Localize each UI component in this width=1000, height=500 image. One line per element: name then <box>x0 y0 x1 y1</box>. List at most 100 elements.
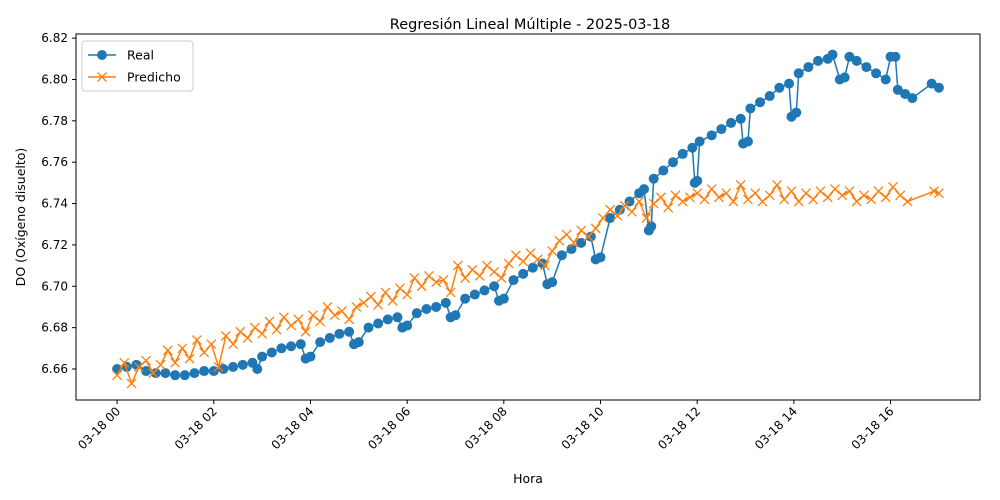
data-point <box>467 264 478 275</box>
data-point <box>133 361 144 372</box>
x-tick-label: 03-18 14 <box>752 404 800 452</box>
data-point <box>808 194 819 205</box>
data-point <box>148 368 159 379</box>
data-point <box>162 345 173 356</box>
data-point <box>822 192 833 203</box>
data-point <box>160 368 171 379</box>
data-point <box>871 68 882 79</box>
data-point <box>721 188 732 199</box>
data-point <box>576 225 587 236</box>
data-point <box>510 250 521 261</box>
data-point <box>334 328 345 339</box>
data-point <box>706 184 717 195</box>
data-point <box>597 213 608 223</box>
data-point <box>568 237 579 248</box>
data-point <box>902 196 913 207</box>
data-point <box>431 301 442 312</box>
data-point <box>431 277 442 288</box>
data-point <box>469 289 480 300</box>
y-tick-label: 6.66 <box>41 362 68 376</box>
data-point <box>861 62 872 73</box>
plot-frame <box>75 33 981 401</box>
data-point <box>880 74 891 85</box>
data-point <box>440 297 451 308</box>
legend-frame <box>81 40 194 92</box>
data-point <box>933 188 944 199</box>
data-point <box>735 113 746 124</box>
data-point <box>119 357 130 368</box>
data-point <box>264 316 275 327</box>
data-point <box>687 142 698 153</box>
data-point <box>322 301 333 312</box>
data-point <box>793 68 804 79</box>
data-point <box>670 190 681 201</box>
data-point <box>757 196 768 207</box>
data-point <box>450 310 461 321</box>
x-axis-label: Hora <box>513 471 543 486</box>
data-point <box>363 322 374 333</box>
data-point <box>619 200 630 211</box>
legend-label: Predicho <box>127 70 181 85</box>
data-point <box>713 192 724 203</box>
data-point <box>844 51 855 62</box>
data-point <box>191 335 202 345</box>
data-point <box>646 221 657 232</box>
series-line-real <box>116 53 940 376</box>
data-point <box>547 246 558 257</box>
data-point <box>315 337 326 348</box>
data-point <box>933 82 944 93</box>
data-point <box>365 291 376 302</box>
data-point <box>907 93 918 104</box>
data-point <box>890 51 901 62</box>
data-point <box>402 289 413 300</box>
legend-label: Real <box>127 48 154 63</box>
data-point <box>764 190 775 201</box>
data-point <box>764 91 775 102</box>
data-point <box>474 270 485 281</box>
data-point <box>694 136 705 147</box>
plot-area <box>76 34 980 400</box>
data-point <box>489 266 500 277</box>
data-point <box>815 186 826 197</box>
data-point <box>249 322 260 333</box>
data-point <box>556 250 567 261</box>
data-point <box>382 314 393 325</box>
data-point <box>728 196 739 207</box>
data-point <box>648 198 659 209</box>
data-point <box>358 297 369 308</box>
data-point <box>266 347 277 358</box>
series-real <box>112 49 944 381</box>
data-point <box>213 361 224 372</box>
data-point <box>518 256 529 267</box>
data-point <box>170 370 181 381</box>
x-tick-label: 03-18 02 <box>172 404 220 452</box>
data-point <box>813 55 824 66</box>
data-point <box>844 186 855 197</box>
data-point <box>658 165 669 176</box>
data-point <box>336 306 347 317</box>
data-point <box>641 213 652 223</box>
data-point <box>873 186 884 197</box>
data-point <box>479 285 490 296</box>
data-point <box>539 260 550 271</box>
y-tick-label: 6.72 <box>41 238 68 252</box>
data-point <box>112 370 123 381</box>
data-point <box>421 304 432 315</box>
y-tick-label: 6.82 <box>41 31 68 45</box>
data-point <box>220 330 231 341</box>
data-point <box>750 188 761 199</box>
data-point <box>830 184 840 195</box>
data-point <box>839 72 850 83</box>
data-point <box>184 353 195 364</box>
data-point <box>380 287 391 298</box>
data-point <box>392 312 403 323</box>
data-point <box>344 314 355 325</box>
data-point <box>242 333 253 343</box>
data-point <box>547 277 558 288</box>
data-point <box>344 326 355 337</box>
data-point <box>271 324 282 335</box>
legend: Real Predicho <box>81 40 194 92</box>
data-point <box>228 361 239 372</box>
data-point <box>525 248 536 259</box>
data-point <box>634 196 645 207</box>
